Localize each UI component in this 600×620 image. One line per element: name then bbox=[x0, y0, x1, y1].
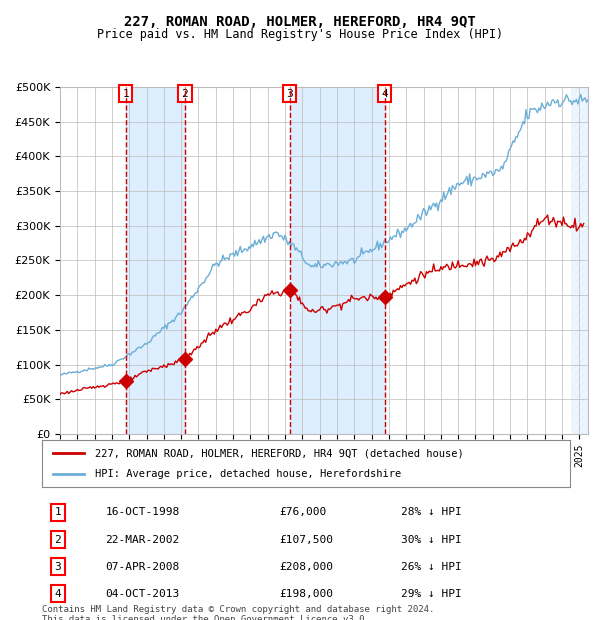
Text: 22-MAR-2002: 22-MAR-2002 bbox=[106, 534, 179, 544]
Text: £198,000: £198,000 bbox=[280, 589, 334, 599]
Text: Contains HM Land Registry data © Crown copyright and database right 2024.
This d: Contains HM Land Registry data © Crown c… bbox=[42, 604, 434, 620]
Text: 26% ↓ HPI: 26% ↓ HPI bbox=[401, 562, 462, 572]
Bar bbox=[290, 87, 385, 434]
Text: 16-OCT-1998: 16-OCT-1998 bbox=[106, 507, 179, 518]
Bar bbox=[571, 87, 588, 434]
Text: 07-APR-2008: 07-APR-2008 bbox=[106, 562, 179, 572]
Text: 1: 1 bbox=[122, 89, 129, 99]
Text: 2: 2 bbox=[55, 534, 61, 544]
Text: £76,000: £76,000 bbox=[280, 507, 327, 518]
Text: 4: 4 bbox=[55, 589, 61, 599]
Text: 29% ↓ HPI: 29% ↓ HPI bbox=[401, 589, 462, 599]
Text: HPI: Average price, detached house, Herefordshire: HPI: Average price, detached house, Here… bbox=[95, 469, 401, 479]
Bar bbox=[125, 87, 185, 434]
Text: Price paid vs. HM Land Registry's House Price Index (HPI): Price paid vs. HM Land Registry's House … bbox=[97, 28, 503, 41]
Text: 1: 1 bbox=[55, 507, 61, 518]
Text: 4: 4 bbox=[382, 89, 388, 99]
Text: £107,500: £107,500 bbox=[280, 534, 334, 544]
Text: 04-OCT-2013: 04-OCT-2013 bbox=[106, 589, 179, 599]
Text: 3: 3 bbox=[286, 89, 293, 99]
Text: £208,000: £208,000 bbox=[280, 562, 334, 572]
Text: 227, ROMAN ROAD, HOLMER, HEREFORD, HR4 9QT (detached house): 227, ROMAN ROAD, HOLMER, HEREFORD, HR4 9… bbox=[95, 448, 464, 458]
Text: 30% ↓ HPI: 30% ↓ HPI bbox=[401, 534, 462, 544]
Text: 28% ↓ HPI: 28% ↓ HPI bbox=[401, 507, 462, 518]
Text: 3: 3 bbox=[55, 562, 61, 572]
Text: 227, ROMAN ROAD, HOLMER, HEREFORD, HR4 9QT: 227, ROMAN ROAD, HOLMER, HEREFORD, HR4 9… bbox=[124, 16, 476, 30]
Text: 2: 2 bbox=[182, 89, 188, 99]
